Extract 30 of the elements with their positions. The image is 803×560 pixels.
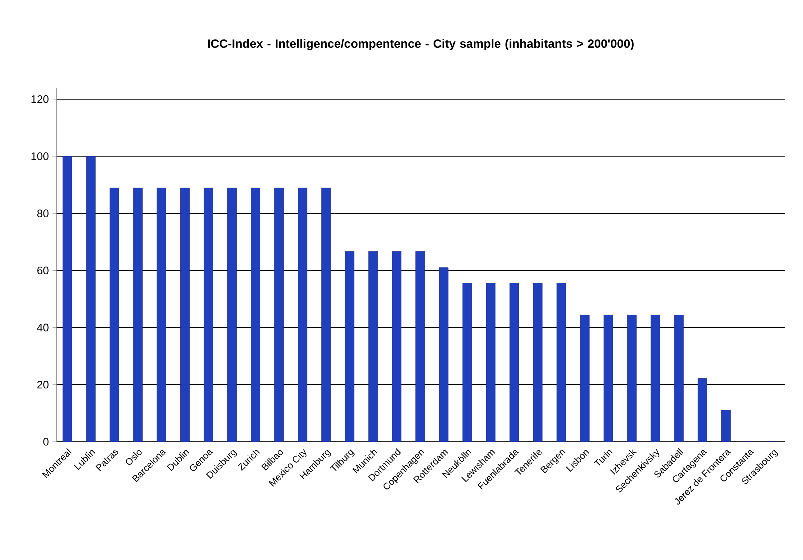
bar	[368, 251, 378, 442]
bar	[627, 315, 637, 442]
y-tick-label: 0	[44, 438, 49, 446]
bar	[228, 188, 237, 442]
y-tick-label: 100	[32, 152, 49, 160]
bar	[274, 188, 284, 442]
y-tick-label: 120	[32, 96, 49, 104]
y-tick-label: 80	[38, 210, 49, 218]
bar	[62, 156, 72, 442]
y-tick-label: 60	[38, 266, 49, 275]
bar	[133, 188, 143, 442]
chart-title: ICC-Index - Intelligence/compentence - City sample (inhabitants > 200'000)	[208, 39, 634, 50]
bar	[345, 251, 355, 442]
bar	[298, 188, 308, 442]
bar	[674, 315, 684, 442]
bar	[698, 378, 708, 442]
bar	[322, 188, 332, 442]
bar	[416, 251, 426, 442]
bar	[650, 315, 660, 442]
bar	[722, 410, 731, 442]
y-tick-label: 20	[38, 381, 49, 389]
bar	[110, 188, 120, 442]
y-tick-label: 40	[37, 324, 49, 332]
bar	[156, 188, 166, 442]
bar	[251, 188, 260, 442]
bar	[604, 315, 614, 442]
bar	[86, 156, 96, 442]
bar	[204, 188, 214, 442]
bar	[180, 188, 190, 442]
bar	[392, 251, 402, 442]
